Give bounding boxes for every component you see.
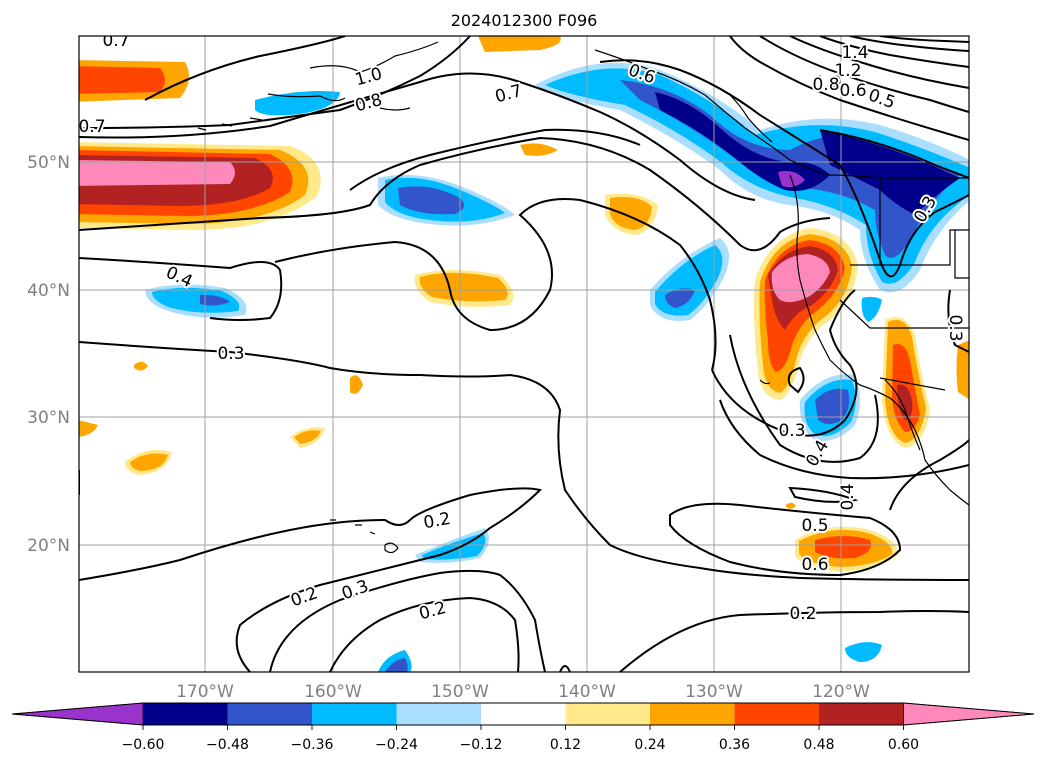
contour-label: 0.5 (801, 516, 828, 536)
colorbar-tick-label: −0.24 (375, 737, 418, 753)
field-positive-w-core (79, 160, 235, 186)
field-positive-small-1 (520, 143, 558, 156)
contour-label: 0.6 (839, 81, 866, 101)
field-positive-edge (956, 340, 969, 400)
latitude-labels: 50°N 40°N 30°N 20°N (27, 153, 70, 556)
colorbar-max-extension (903, 702, 1035, 726)
field-positive-n (478, 36, 561, 52)
field-negative-small-4 (845, 642, 882, 662)
longitude-labels: 170°W 160°W 150°W 140°W 130°W 120°W (176, 682, 870, 702)
contour-label: 1.4 (841, 43, 868, 63)
field-positive-sse-core (815, 536, 871, 559)
field-positive-s3 (79, 420, 98, 437)
field-negative-ne-4 (820, 130, 960, 215)
colorbar-tick-label: 0.60 (888, 737, 919, 753)
contour-label: 0.3 (945, 314, 965, 341)
field-positive-s4 (350, 375, 363, 394)
lon-label: 120°W (812, 682, 870, 702)
colorbar-min-extension (11, 702, 144, 726)
field-positive-s5 (134, 361, 148, 371)
field-negative-ne-3 (655, 92, 830, 191)
lon-label: 150°W (431, 682, 489, 702)
lat-label: 30°N (27, 408, 70, 428)
colorbar: −0.60 −0.48 −0.36 −0.24 −0.12 0.12 0.24 … (11, 702, 1035, 753)
colorbar-tick-label: 0.36 (719, 737, 750, 753)
colorbar-segment (227, 703, 312, 725)
map-title: 2024012300 F096 (451, 11, 598, 30)
map-frame (78, 35, 970, 673)
lon-label: 130°W (685, 682, 743, 702)
field-negative-c-core (398, 186, 464, 215)
contour-label-group: 0.7 1.0 0.8 0.7 0.6 1.4 1.2 1.0 0.8 0.6 … (78, 31, 967, 626)
map-area: 0.7 1.0 0.8 0.7 0.6 1.4 1.2 1.0 0.8 0.6 … (78, 31, 969, 672)
field-negative-bottom-core (385, 658, 408, 672)
field-positive-baja-core (897, 384, 913, 420)
contour-lines (79, 36, 969, 672)
field-positive-s1 (130, 453, 168, 471)
lon-label: 140°W (558, 682, 616, 702)
contour-label: 1.0 (814, 73, 841, 93)
colorbar-tick-label: −0.12 (460, 737, 503, 753)
colorbar-segment (312, 703, 397, 725)
contour-label: 0.8 (812, 75, 839, 95)
field-positive-nw-core (79, 66, 165, 94)
field-positive-small-3 (786, 502, 796, 509)
field-negative-ne (545, 68, 969, 284)
contour-label: 0.2 (789, 604, 816, 624)
colorbar-tick-label: 0.24 (634, 737, 665, 753)
field-negative-e-core (665, 288, 695, 308)
field-positive-c3 (419, 272, 508, 302)
graticule (79, 36, 969, 672)
field-negative-small-2 (861, 296, 882, 322)
contour-label: 1.2 (834, 61, 861, 81)
field-negative-nw (255, 91, 340, 116)
colorbar-segment (734, 703, 819, 725)
colorbar-segment (396, 703, 481, 725)
colorbar-segment (565, 703, 650, 725)
shaded-fields (79, 36, 969, 672)
coastlines (197, 41, 969, 554)
field-negative-sw (422, 533, 486, 560)
colorbar-segment (819, 703, 904, 725)
field-negative-w2 (152, 287, 240, 313)
field-positive-s2 (294, 430, 321, 444)
contour-label: 0.7 (78, 117, 105, 137)
contour-label: 0.4 (838, 483, 858, 510)
colorbar-tick-label: −0.60 (122, 737, 165, 753)
lon-label: 170°W (176, 682, 234, 702)
lat-label: 50°N (27, 153, 70, 173)
field-negative-w2-core (200, 294, 230, 306)
colorbar-tick-label: 0.12 (550, 737, 581, 753)
colorbar-segment (481, 703, 566, 725)
colorbar-segment (650, 703, 735, 725)
contour-label: 0.3 (778, 421, 805, 441)
colorbar-tick-label: −0.48 (206, 737, 249, 753)
lon-label: 160°W (304, 682, 362, 702)
contour-label: 0.7 (102, 31, 129, 51)
colorbar-tick-label: −0.36 (291, 737, 334, 753)
lat-label: 40°N (27, 281, 70, 301)
lat-label: 20°N (27, 536, 70, 556)
contour-label: 0.3 (217, 344, 244, 364)
contour-label: 0.6 (801, 555, 828, 575)
colorbar-segment (143, 703, 228, 725)
colorbar-tick-label: 0.48 (803, 737, 834, 753)
